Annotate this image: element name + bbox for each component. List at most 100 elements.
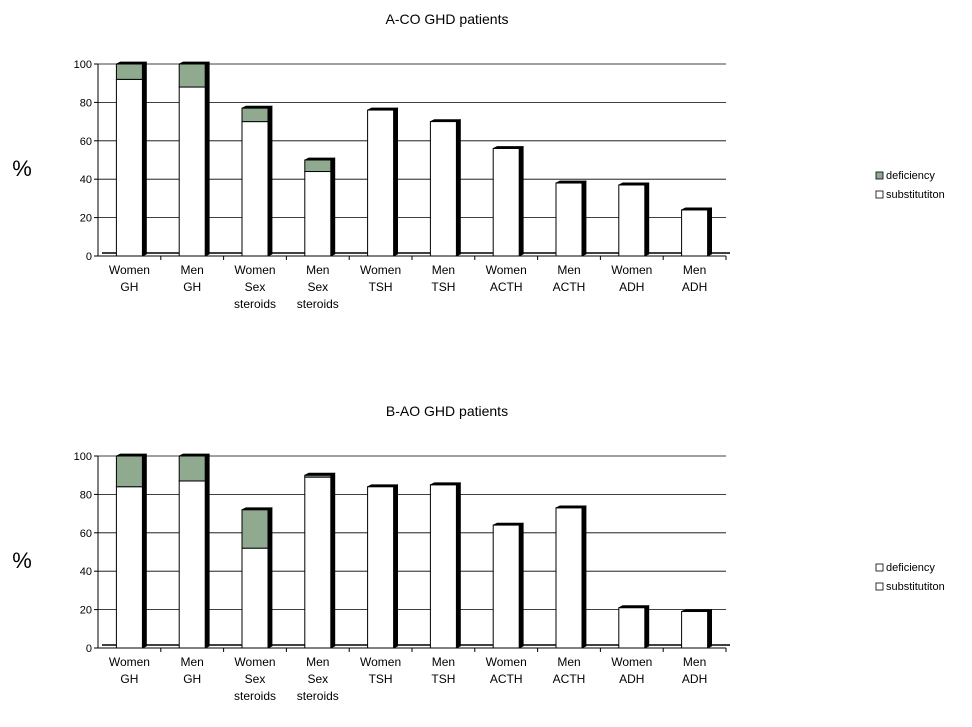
- chart-a-legend-swatch-substitution: [875, 190, 884, 199]
- chart-a-bar-top: [367, 107, 398, 111]
- chart-b-bar-top: [367, 484, 398, 488]
- chart-a-bar-substitution: [429, 121, 457, 257]
- chart-b-x-tick-label: steroids: [297, 689, 339, 703]
- chart-a-y-tick-label: 20: [80, 213, 92, 225]
- chart-b-x-tick-label: Men: [683, 655, 706, 669]
- chart-b-legend-swatch-deficiency: [875, 563, 884, 572]
- chart-a-bar-substitution: [304, 171, 332, 257]
- chart-b-svg: B-AO GHD patients% 0 20 40 60 80 100 Women GH Men…: [12, 403, 944, 703]
- chart-b-bar-substitution: [429, 484, 457, 649]
- chart-a-bar-deficiency: [304, 159, 332, 173]
- chart-b-bar-top: [304, 472, 335, 476]
- chart-b-y-tick-label: 20: [80, 605, 92, 617]
- chart-a-bar-substitution: [367, 109, 395, 257]
- chart-a-x-tick-label: ADH: [619, 280, 644, 294]
- chart-a-bar-deficiency: [178, 63, 206, 88]
- chart-panel-b: B-AO GHD patients% 0 20 40 60 80 100 Women GH Men…: [0, 392, 972, 722]
- chart-a-x-tick-label: Women: [360, 263, 401, 277]
- chart-a-bar-substitution: [555, 182, 583, 257]
- chart-a-x-tick-label: Women: [486, 263, 527, 277]
- chart-b-y-tick-label: 40: [80, 566, 92, 578]
- chart-a-bar-side: [393, 107, 399, 257]
- chart-b-legend-label-deficiency: deficiency: [886, 562, 935, 574]
- chart-a-bar-side: [455, 118, 461, 257]
- chart-a-bar-top: [116, 61, 147, 65]
- chart-a-y-tick-label: 0: [86, 251, 92, 263]
- chart-b-x-tick-label: ADH: [619, 672, 644, 686]
- chart-b-x-tick-label: GH: [183, 672, 201, 686]
- chart-a-bar-side: [644, 182, 650, 257]
- chart-a-x-tick-label: TSH: [431, 280, 455, 294]
- chart-a-x-tick-label: ACTH: [490, 280, 523, 294]
- chart-b-y-axis-label: %: [12, 548, 32, 573]
- chart-b-bar-substitution: [367, 486, 395, 649]
- chart-a-legend-swatch-deficiency: [875, 171, 884, 180]
- chart-b-x-tick-label: Men: [181, 655, 204, 669]
- chart-a-x-tick-label: TSH: [369, 280, 393, 294]
- chart-a-bar-substitution: [492, 147, 520, 257]
- chart-b-x-tick-label: Men: [432, 655, 455, 669]
- chart-b-bar-side: [330, 472, 336, 649]
- chart-a-bar-side: [330, 157, 336, 257]
- chart-b-y-tick-label: 0: [86, 643, 92, 655]
- chart-a-bar-side: [581, 180, 587, 257]
- chart-b-bar-side: [204, 453, 210, 649]
- chart-b-bar-substitution: [304, 476, 332, 649]
- chart-a-bar-side: [707, 207, 712, 257]
- chart-b-bar-side: [707, 608, 712, 649]
- chart-a-bar-top: [493, 146, 524, 149]
- chart-b-bar-top: [681, 609, 712, 612]
- chart-b-bar-substitution: [178, 480, 206, 649]
- chart-a-x-tick-label: Sex: [307, 280, 328, 294]
- chart-b-bar-top: [241, 507, 273, 511]
- chart-a-x-tick-label: ACTH: [553, 280, 586, 294]
- chart-b-bar-substitution: [115, 486, 143, 649]
- chart-b-x-tick-label: GH: [120, 672, 138, 686]
- chart-a-x-tick-label: Women: [611, 263, 652, 277]
- chart-b-legend-swatch-substitution: [875, 582, 884, 591]
- chart-b-bar-side: [644, 605, 650, 649]
- chart-a-svg: A-CO GHD patients% 0 20 40 60 80 100 Women GH Men…: [12, 11, 944, 311]
- chart-b-x-tick-label: ACTH: [490, 672, 523, 686]
- chart-a-bar-top: [681, 207, 712, 211]
- chart-a-x-tick-label: Women: [109, 263, 150, 277]
- chart-b-bar-substitution: [555, 507, 583, 649]
- chart-b-bar-side: [141, 453, 147, 649]
- chart-a-x-tick-label: Men: [683, 263, 706, 277]
- chart-b-y-tick-label: 80: [80, 489, 92, 501]
- chart-b-bar-side: [393, 484, 399, 649]
- chart-a-x-tick-label: Men: [181, 263, 204, 277]
- chart-b-x-tick-label: Women: [486, 655, 527, 669]
- chart-b-x-tick-label: ADH: [682, 672, 707, 686]
- chart-b-y-tick-label: 100: [74, 451, 92, 463]
- chart-a-bar-side: [518, 145, 524, 257]
- chart-b-x-tick-label: ACTH: [553, 672, 586, 686]
- chart-b-bar-top: [116, 453, 147, 457]
- chart-a-bar-deficiency: [241, 107, 269, 123]
- chart-b-x-tick-label: TSH: [369, 672, 393, 686]
- chart-a-bar-side: [141, 61, 147, 257]
- chart-a-bar-deficiency: [115, 63, 143, 80]
- chart-a-y-tick-label: 80: [80, 97, 92, 109]
- chart-a-x-tick-label: Men: [557, 263, 580, 277]
- chart-b-bar-side: [267, 507, 273, 649]
- chart-a-bar-top: [241, 105, 273, 109]
- chart-a-x-tick-label: Men: [306, 263, 329, 277]
- chart-b-x-tick-label: Sex: [307, 672, 328, 686]
- chart-b-title: B-AO GHD patients: [386, 403, 508, 419]
- chart-a-bar-top: [430, 119, 461, 122]
- chart-b-bar-deficiency: [241, 509, 269, 549]
- chart-b-bar-top: [618, 605, 649, 609]
- chart-b-bar-side: [518, 522, 524, 649]
- chart-b-bar-side: [581, 505, 587, 649]
- chart-b-x-tick-label: Men: [306, 655, 329, 669]
- chart-a-bar-substitution: [618, 184, 646, 257]
- chart-a-bar-substitution: [115, 78, 143, 257]
- chart-b-bar-side: [455, 482, 461, 649]
- chart-a-x-tick-label: ADH: [682, 280, 707, 294]
- chart-a-x-tick-label: Men: [432, 263, 455, 277]
- chart-b-bar-substitution: [241, 547, 269, 649]
- chart-b-x-tick-label: Women: [234, 655, 275, 669]
- chart-a-bar-top: [179, 61, 210, 65]
- chart-a-bar-side: [204, 61, 210, 257]
